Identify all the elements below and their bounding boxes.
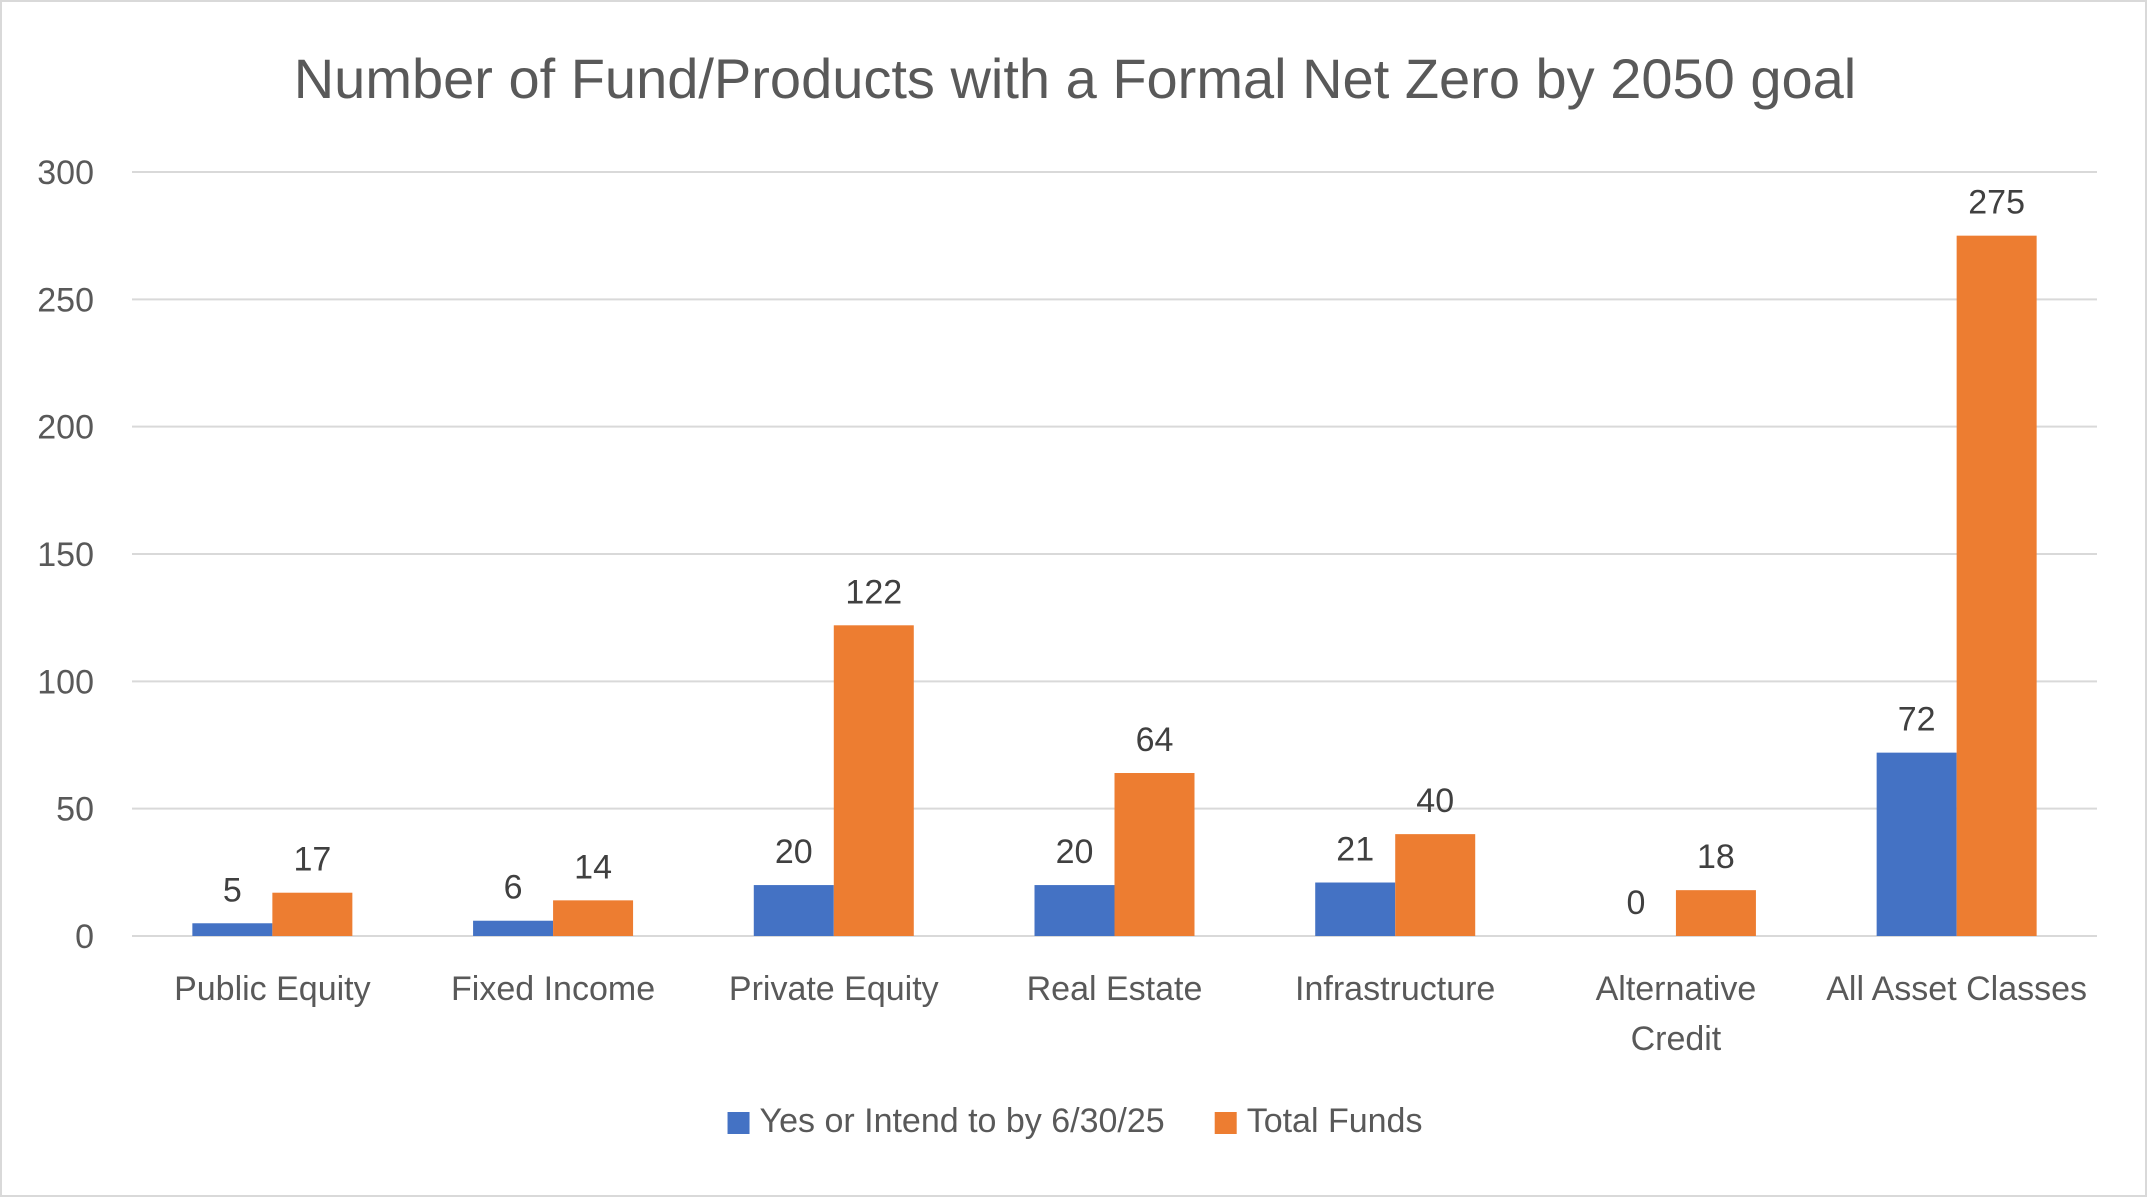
legend-label: Yes or Intend to by 6/30/25 [760, 1102, 1165, 1140]
bar-yes-or-intend [753, 885, 834, 936]
data-label: 5 [223, 871, 242, 909]
x-category-label: Infrastructure [1295, 970, 1495, 1008]
y-tick-label: 200 [37, 409, 94, 447]
bar-yes-or-intend [1315, 882, 1396, 936]
bar-yes-or-intend [473, 920, 554, 936]
x-category-label: Alternative [1596, 970, 1757, 1008]
x-category-label: Credit [1631, 1020, 1722, 1058]
data-label: 20 [1056, 833, 1094, 871]
chart-title: Number of Fund/Products with a Formal Ne… [294, 47, 1857, 110]
y-tick-label: 0 [75, 918, 94, 956]
data-label: 64 [1136, 721, 1174, 759]
y-tick-label: 300 [37, 154, 94, 192]
data-label: 0 [1626, 884, 1645, 922]
data-label: 18 [1697, 838, 1735, 876]
legend-swatch [1214, 1112, 1237, 1134]
bar-total-funds [272, 892, 353, 936]
data-label: 14 [574, 848, 612, 886]
bar-total-funds [1395, 834, 1476, 936]
data-labels: 5 17 6 14 20 122 20 64 21 40 0 18 72 275 [223, 184, 2025, 922]
data-label: 122 [845, 573, 902, 611]
x-category-label: All Asset Classes [1826, 970, 2087, 1008]
y-tick-label: 50 [56, 791, 94, 829]
bar-total-funds [1675, 890, 1756, 936]
legend-label: Total Funds [1247, 1102, 1423, 1140]
data-label: 17 [293, 841, 331, 879]
legend-swatch [727, 1112, 750, 1134]
x-category-label: Public Equity [174, 970, 371, 1008]
bar-yes-or-intend [1034, 885, 1115, 936]
x-category-label: Fixed Income [451, 970, 655, 1008]
y-tick-label: 150 [37, 536, 94, 574]
y-tick-label: 250 [37, 281, 94, 319]
bars [192, 235, 2037, 936]
bar-total-funds [553, 900, 634, 936]
data-label: 275 [1968, 184, 2025, 222]
y-axis-ticks: 0 50 100 150 200 250 300 [37, 154, 94, 956]
data-label: 20 [775, 833, 813, 871]
bar-yes-or-intend [192, 923, 273, 936]
x-category-label: Real Estate [1027, 970, 1203, 1008]
data-label: 21 [1336, 831, 1374, 869]
gridlines [132, 171, 2097, 937]
data-label: 40 [1416, 782, 1454, 820]
legend: Yes or Intend to by 6/30/25 Total Funds [727, 1102, 1423, 1140]
y-tick-label: 100 [37, 663, 94, 701]
bar-total-funds [1956, 235, 2037, 936]
bar-total-funds [833, 625, 914, 936]
data-label: 6 [504, 869, 523, 907]
x-axis-categories: Public Equity Fixed Income Private Equity R… [174, 970, 2087, 1058]
data-label: 72 [1898, 701, 1936, 739]
bar-yes-or-intend [1876, 752, 1957, 936]
x-category-label: Private Equity [729, 970, 939, 1008]
bar-total-funds [1114, 773, 1195, 936]
